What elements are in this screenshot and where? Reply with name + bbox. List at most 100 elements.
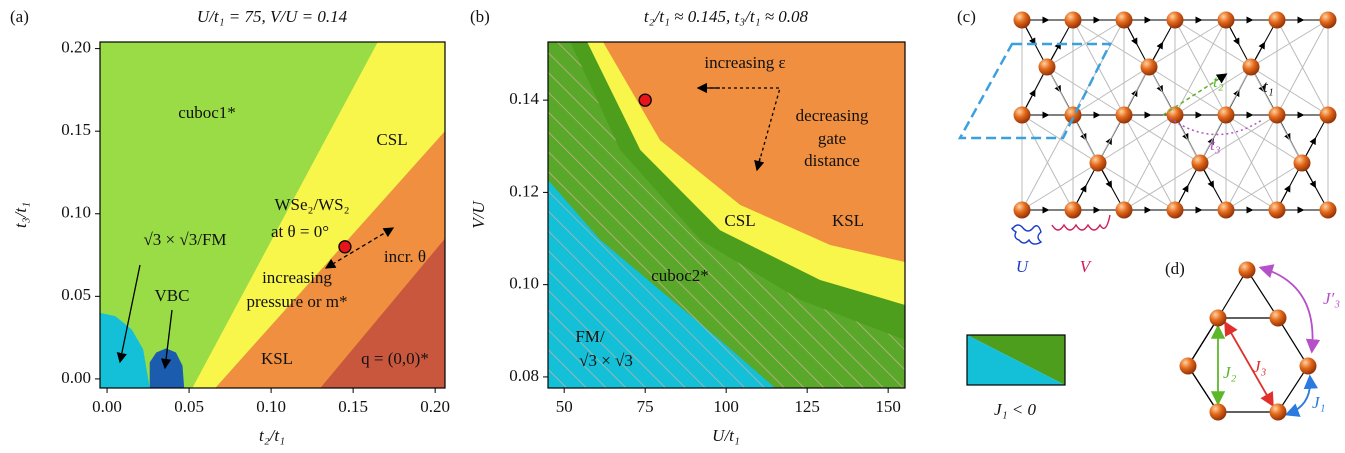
- x-tick-label: 0.00: [92, 397, 122, 416]
- lattice-site: [1268, 201, 1286, 219]
- annotation: at θ = 0°: [271, 222, 329, 241]
- y-tick-label: 0.15: [61, 120, 91, 139]
- lattice-site: [1242, 58, 1260, 76]
- annotation: √3 × √3/FM: [143, 230, 226, 249]
- bond-nnn: [1097, 162, 1176, 211]
- panel-c: (c): [957, 7, 1337, 219]
- bond-nnn: [1174, 66, 1252, 116]
- bond-nnn: [1021, 162, 1099, 211]
- lattice-site: [1064, 106, 1082, 124]
- phase-region-hatch: [548, 179, 776, 388]
- bond-nnn: [1225, 162, 1303, 211]
- lattice-site: [1299, 357, 1317, 375]
- lattice-site: [1038, 58, 1056, 76]
- annotation: WSe₂/WS₂: [274, 195, 349, 214]
- coupling-j3: [1224, 320, 1274, 408]
- panel-b-text: (b) t₂/t₁ ≈ 0.145, t₃/t₁ ≈ 0.08 U/t₁ V/U…: [469, 7, 869, 445]
- lattice-site: [1089, 154, 1107, 172]
- annotation: KSL: [261, 349, 293, 368]
- lattice-site: [1269, 309, 1287, 327]
- hex-nodes: [1179, 261, 1317, 421]
- lattice-site: [1115, 201, 1133, 219]
- arrow: [324, 227, 395, 269]
- y-axis-label: V/U: [469, 200, 488, 229]
- y-tick-label: 0.00: [61, 368, 91, 387]
- lattice-site: [1179, 357, 1197, 375]
- lattice-site: [1319, 201, 1337, 219]
- annotation: cuboc2*: [651, 266, 709, 285]
- lattice-site: [1013, 106, 1031, 124]
- annotation: q = (0,0)*: [361, 349, 429, 368]
- y-tick-label: 0.20: [61, 38, 91, 57]
- bond-nnn: [1174, 19, 1227, 116]
- annotation: gate: [818, 129, 846, 148]
- coupling-j1: [1284, 374, 1318, 417]
- lattice-site: [1209, 309, 1227, 327]
- x-tick-label: 50: [556, 397, 573, 416]
- annotation: CSL: [376, 130, 407, 149]
- swatch-frame: [966, 334, 1066, 386]
- panel-a: 0.00 0.05 0.10 0.15 0.20 0.00 0.05 0.10 0.15 0.20: [61, 38, 450, 416]
- y-axis-label: t₃/t₁: [11, 202, 30, 228]
- panel-c-overlay: t₂ t₁ t₃ U V: [957, 42, 1274, 276]
- arrow: [116, 264, 141, 364]
- label-j2: J₂: [1223, 363, 1237, 382]
- bond-nnn: [1276, 19, 1329, 116]
- x-tick-label: 0.10: [256, 397, 286, 416]
- bond-nnn: [1250, 19, 1329, 68]
- panel-tag: (c): [957, 7, 976, 26]
- annotation: cuboc1*: [178, 103, 236, 122]
- lattice-site: [1269, 403, 1287, 421]
- phase-region: [320, 238, 445, 388]
- chart-title: t₂/t₁ ≈ 0.145, t₃/t₁ ≈ 0.08: [644, 7, 809, 26]
- wavy-u: [1011, 224, 1043, 245]
- bond-nnn: [1199, 114, 1278, 164]
- x-axis-label: U/t₁: [712, 426, 740, 445]
- arrow-head: [754, 157, 765, 172]
- x-tick-label: 75: [637, 397, 654, 416]
- lattice-site: [1217, 11, 1235, 29]
- annotation: CSL: [724, 211, 755, 230]
- x-tick-label: 0.20: [420, 397, 450, 416]
- lattice-site: [1166, 201, 1184, 219]
- arrow: [698, 87, 781, 171]
- coupling-j3p: [1258, 264, 1321, 354]
- y-tick-label: 0.12: [509, 181, 539, 200]
- panel-b: 50 75 100 125 150 0.08 0.10 0.12 0.14: [509, 41, 906, 416]
- label-v: V: [1080, 257, 1093, 276]
- annotation: KSL: [832, 211, 864, 230]
- lattice-site: [1064, 201, 1082, 219]
- unit-cell: [957, 42, 1113, 140]
- lattice-site: [1293, 154, 1311, 172]
- label-t2: t₂: [1213, 72, 1224, 91]
- y-tick-label: 0.10: [61, 203, 91, 222]
- annotation: pressure or m*: [246, 292, 347, 311]
- lattice-site: [1191, 154, 1209, 172]
- y-tick-label: 0.14: [509, 89, 539, 108]
- bond-nnn: [1097, 114, 1176, 164]
- annotation: increasing: [262, 268, 332, 287]
- marker-point: [338, 240, 352, 254]
- lattice-site: [1115, 106, 1133, 124]
- lattice-site: [1166, 11, 1184, 29]
- hopping-t2: [1162, 73, 1228, 116]
- y-tick-label: 0.10: [509, 274, 539, 293]
- annotation: √3 × √3: [579, 351, 633, 370]
- legend-label: J₁ < 0: [994, 400, 1036, 419]
- bond-nnn: [1072, 66, 1150, 116]
- bond-nnn: [1123, 114, 1176, 211]
- wavy-v: [1051, 214, 1111, 231]
- lattice-site: [1238, 261, 1256, 279]
- arrow: [160, 309, 173, 370]
- panel-tag: (a): [10, 7, 29, 26]
- lattice-site: [1319, 106, 1337, 124]
- bond-nnn: [1046, 19, 1125, 68]
- x-axis-label: t₂/t₁: [259, 426, 285, 445]
- x-tick-label: 150: [875, 397, 901, 416]
- panel-d: (d) J′₃ J₃ J₂ J₁: [1165, 259, 1340, 421]
- plot-frame: [99, 41, 446, 389]
- phase-region: [100, 312, 150, 388]
- chart-title: U/t₁ = 75, V/U = 0.14: [197, 7, 348, 26]
- lattice-site: [1217, 201, 1235, 219]
